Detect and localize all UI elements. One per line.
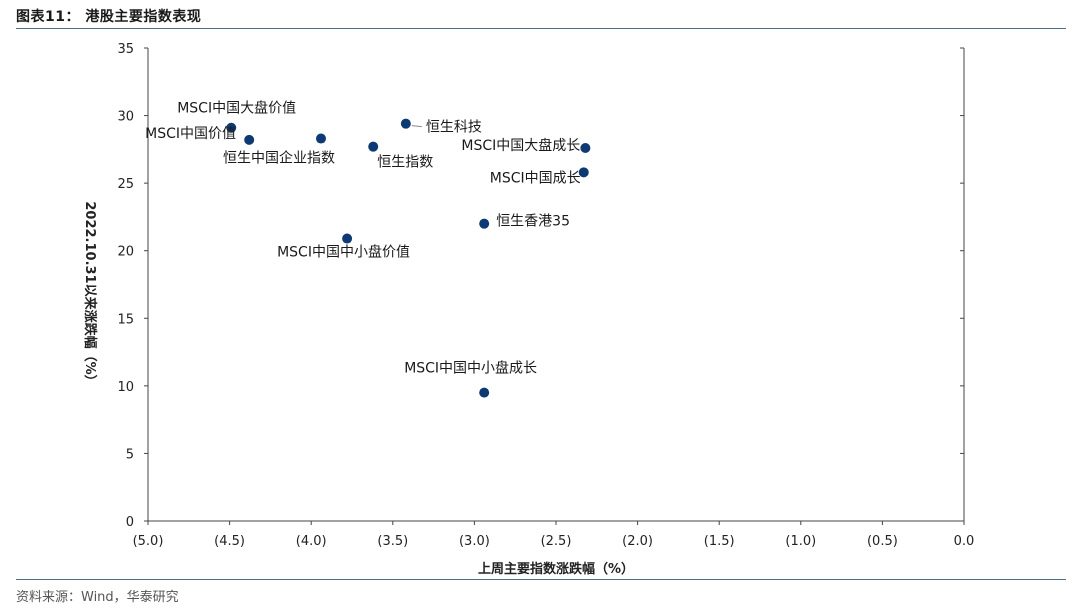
x-tick-labels: (5.0) (4.5) (4.0) (3.5) (3.0) (2.5) (2.0) (1.5)… <box>133 534 975 549</box>
data-point <box>479 387 490 398</box>
point-label: 恒生中国企业指数 <box>223 150 335 167</box>
x-tick-label: (2.5) <box>541 534 572 549</box>
y-tick-label: 10 <box>117 380 134 395</box>
point-label: MSCI中国中小盘价值 <box>277 244 410 261</box>
x-tick-label: (2.0) <box>622 534 653 549</box>
data-point <box>580 143 591 154</box>
source-note: 资料来源：Wind，华泰研究 <box>16 590 179 605</box>
y-tick-label: 20 <box>117 245 134 260</box>
y-axis-label: 2022.10.31以来涨跌幅（%） <box>82 201 98 387</box>
y-tick-label: 0 <box>126 515 134 530</box>
point-label: MSCI中国价值 <box>145 126 236 142</box>
point-label: MSCI中国大盘价值 <box>177 100 296 117</box>
data-points <box>226 118 591 398</box>
data-point <box>400 118 411 129</box>
x-tick-label: (0.5) <box>867 534 898 549</box>
data-point <box>479 218 490 229</box>
figure-title: 图表11： 港股主要指数表现 <box>16 9 202 25</box>
x-tick-label: (3.5) <box>377 534 408 549</box>
x-tick-label: (4.0) <box>296 534 327 549</box>
data-point <box>342 233 353 244</box>
x-tick-label: 0.0 <box>954 534 975 549</box>
data-point <box>368 141 379 152</box>
y-tick-labels: 0 5 10 15 20 25 30 35 <box>117 42 134 530</box>
data-point <box>244 134 255 145</box>
point-label: MSCI中国成长 <box>490 170 581 186</box>
x-axis-label: 上周主要指数涨跌幅（%） <box>478 561 634 577</box>
point-label: MSCI中国中小盘成长 <box>404 360 537 377</box>
x-tick-label: (4.5) <box>214 534 245 549</box>
y-tick-label: 5 <box>126 447 134 462</box>
data-point <box>226 122 237 133</box>
data-point <box>578 167 589 178</box>
y-tick-label: 15 <box>117 312 134 327</box>
top-divider <box>16 28 1066 29</box>
y-tick-label: 25 <box>117 177 134 192</box>
data-point <box>315 133 326 144</box>
point-label: MSCI中国大盘成长 <box>461 137 580 154</box>
point-label: 恒生科技 <box>426 120 482 136</box>
x-tick-label: (5.0) <box>133 534 164 549</box>
axes <box>144 47 965 525</box>
point-label: 恒生指数 <box>377 155 433 171</box>
leader-line <box>411 125 422 128</box>
bottom-divider <box>16 579 1066 580</box>
y-tick-label: 35 <box>117 42 134 57</box>
x-tick-label: (1.0) <box>785 534 816 549</box>
x-tick-label: (3.0) <box>459 534 490 549</box>
y-tick-label: 30 <box>117 110 134 125</box>
point-label: 恒生香港35 <box>496 214 570 230</box>
x-tick-label: (1.5) <box>704 534 735 549</box>
